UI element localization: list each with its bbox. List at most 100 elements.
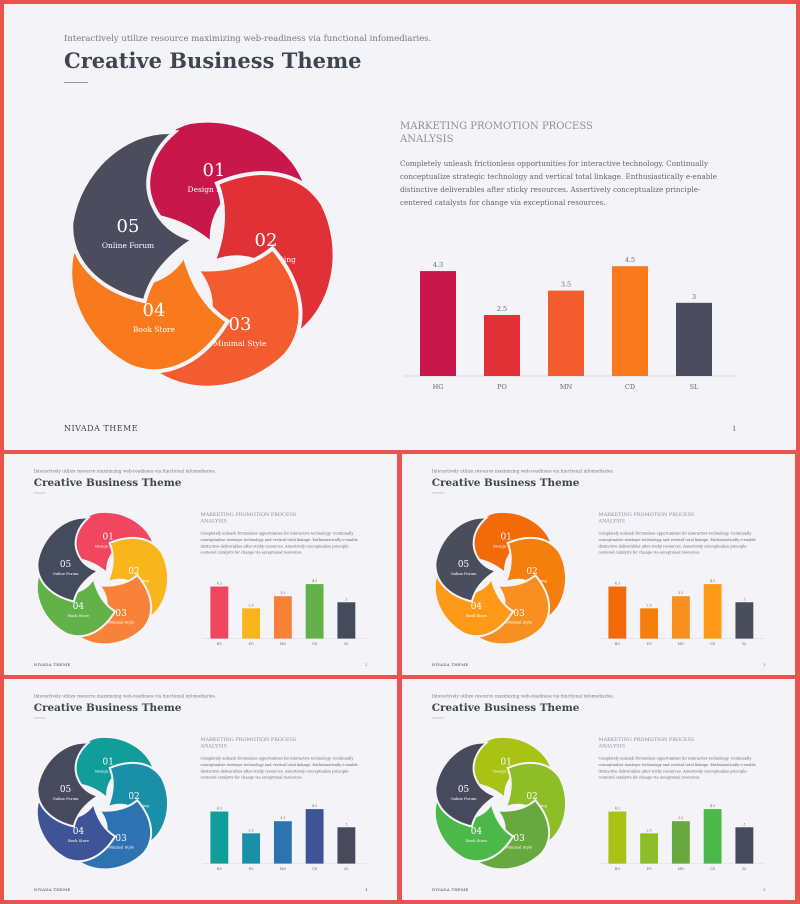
cycle-number-05: 05: [60, 560, 71, 570]
thumbnail-slide-2[interactable]: Interactively utilize resource maximizin…: [402, 454, 795, 675]
footer-brand: NIVADA THEME: [33, 887, 71, 892]
slide-title: Creative Business Theme: [33, 475, 182, 489]
cycle-label-01: Design Identy: [493, 544, 520, 548]
bar-SL: [337, 827, 356, 864]
cycle-petal-04: [433, 568, 515, 638]
bar-PO: [640, 608, 659, 639]
bar-HG: [210, 586, 229, 639]
bar-category-MN: MN: [280, 867, 286, 871]
cycle-label-01: Design Identy: [95, 544, 122, 548]
cycle-petal-05: [434, 741, 499, 828]
bar-MN: [273, 821, 292, 864]
bar-CD: [612, 266, 648, 376]
cycle-number-04: 04: [471, 602, 483, 612]
cycle-label-05: Online Forum: [53, 797, 79, 801]
bar-SL: [735, 827, 754, 864]
slide-content: Interactively utilize resource maximizin…: [402, 454, 795, 675]
bar-HG: [210, 811, 229, 864]
cycle-number-03: 03: [229, 314, 252, 335]
bar-category-PO: PO: [249, 867, 254, 871]
bar-category-CD: CD: [625, 383, 635, 391]
cycle-segment-04: 04 Book Store: [35, 568, 117, 638]
bar-category-SL: SL: [690, 383, 699, 391]
bar-category-SL: SL: [344, 642, 349, 646]
thumbnail-slide-3[interactable]: Interactively utilize resource maximizin…: [4, 679, 397, 900]
bar-chart: 4.3 HG 2.5 PO 3.5 MN 4.5 CD 3 SL: [600, 579, 766, 646]
bar-value-PO: 2.5: [249, 603, 254, 607]
cycle-petal-04: [68, 235, 231, 374]
page-number: 1: [732, 425, 737, 433]
bar-value-SL: 3: [345, 822, 347, 826]
page-number: 4: [365, 887, 368, 892]
bar-category-SL: SL: [742, 642, 747, 646]
bar-CD: [305, 584, 324, 639]
bar-SL: [676, 302, 712, 376]
section-title: MARKETING PROMOTION PROCESS ANALYSIS: [200, 737, 297, 749]
cycle-number-03: 03: [513, 609, 525, 619]
cycle-label-03: Minimal Style: [214, 339, 267, 348]
cycle-label-01: Design Identy: [493, 769, 520, 773]
bar-category-SL: SL: [742, 867, 747, 871]
section-title: MARKETING PROMOTION PROCESS ANALYSIS: [598, 737, 695, 749]
bar-value-PO: 2.5: [497, 305, 507, 313]
cycle-number-02: 02: [128, 567, 139, 577]
bar-category-HG: HG: [615, 867, 621, 871]
slide-subtitle: Interactively utilize resource maximizin…: [431, 468, 615, 474]
section-title: MARKETING PROMOTION PROCESS ANALYSIS: [400, 121, 593, 145]
cycle-petal-04: [433, 793, 515, 863]
cycle-number-04: 04: [471, 827, 483, 837]
bar-value-HG: 4.3: [433, 261, 443, 269]
bar-category-HG: HG: [217, 867, 223, 871]
bar-chart: 4.3 HG 2.5 PO 3.5 MN 4.5 CD 3 SL: [404, 256, 736, 391]
cycle-number-03: 03: [115, 834, 127, 844]
cycle-number-01: 01: [103, 757, 114, 767]
cycle-label-01: Design Identy: [95, 769, 122, 773]
bar-value-SL: 3: [743, 597, 745, 601]
cycle-segment-05: 05 Online Forum: [434, 741, 499, 828]
main-slide: Interactively utilize resource maximizin…: [4, 4, 796, 450]
bar-value-HG: 4.3: [217, 582, 222, 586]
cycle-segment-05: 05 Online Forum: [36, 741, 101, 828]
slide-content: Interactively utilize resource maximizin…: [402, 679, 795, 900]
bar-category-MN: MN: [678, 867, 684, 871]
bar-value-PO: 2.5: [647, 603, 652, 607]
page-number: 3: [763, 662, 766, 667]
bar-MN: [671, 821, 690, 864]
cycle-petal-04: [35, 793, 117, 863]
bar-value-CD: 4.5: [312, 579, 317, 583]
cycle-segment-05: 05 Online Forum: [434, 516, 499, 603]
bar-value-HG: 4.3: [217, 807, 222, 811]
cycle-number-02: 02: [526, 567, 537, 577]
section-body: Completely unleash frictionless opportun…: [200, 530, 358, 555]
bar-category-PO: PO: [497, 383, 507, 391]
footer-brand: NIVADA THEME: [431, 662, 469, 667]
bar-category-SL: SL: [344, 867, 349, 871]
cycle-number-01: 01: [203, 160, 226, 181]
section-body: Completely unleash frictionless opportun…: [598, 530, 756, 555]
cycle-petal-05: [69, 130, 200, 304]
bar-category-HG: HG: [217, 642, 223, 646]
cycle-segment-05: 05 Online Forum: [36, 516, 101, 603]
slide-subtitle: Interactively utilize resource maximizin…: [431, 693, 615, 699]
bar-PO: [640, 833, 659, 864]
cycle-label-03: Minimal Style: [108, 846, 135, 850]
cycle-number-03: 03: [115, 609, 127, 619]
bar-category-PO: PO: [249, 642, 254, 646]
cycle-number-05: 05: [458, 560, 469, 570]
slide-title: Creative Business Theme: [431, 475, 580, 489]
slide-subtitle: Interactively utilize resource maximizin…: [33, 468, 217, 474]
cycle-number-02: 02: [526, 792, 537, 802]
thumbnail-slide-1[interactable]: Interactively utilize resource maximizin…: [4, 454, 397, 675]
bar-value-SL: 3: [743, 822, 745, 826]
title-underline: [64, 82, 88, 83]
bar-category-MN: MN: [560, 383, 573, 391]
cycle-number-05: 05: [117, 216, 140, 237]
cycle-number-02: 02: [128, 792, 139, 802]
thumbnail-slide-4[interactable]: Interactively utilize resource maximizin…: [402, 679, 795, 900]
bar-category-CD: CD: [710, 867, 715, 871]
cycle-number-05: 05: [60, 785, 71, 795]
bar-PO: [242, 608, 261, 639]
